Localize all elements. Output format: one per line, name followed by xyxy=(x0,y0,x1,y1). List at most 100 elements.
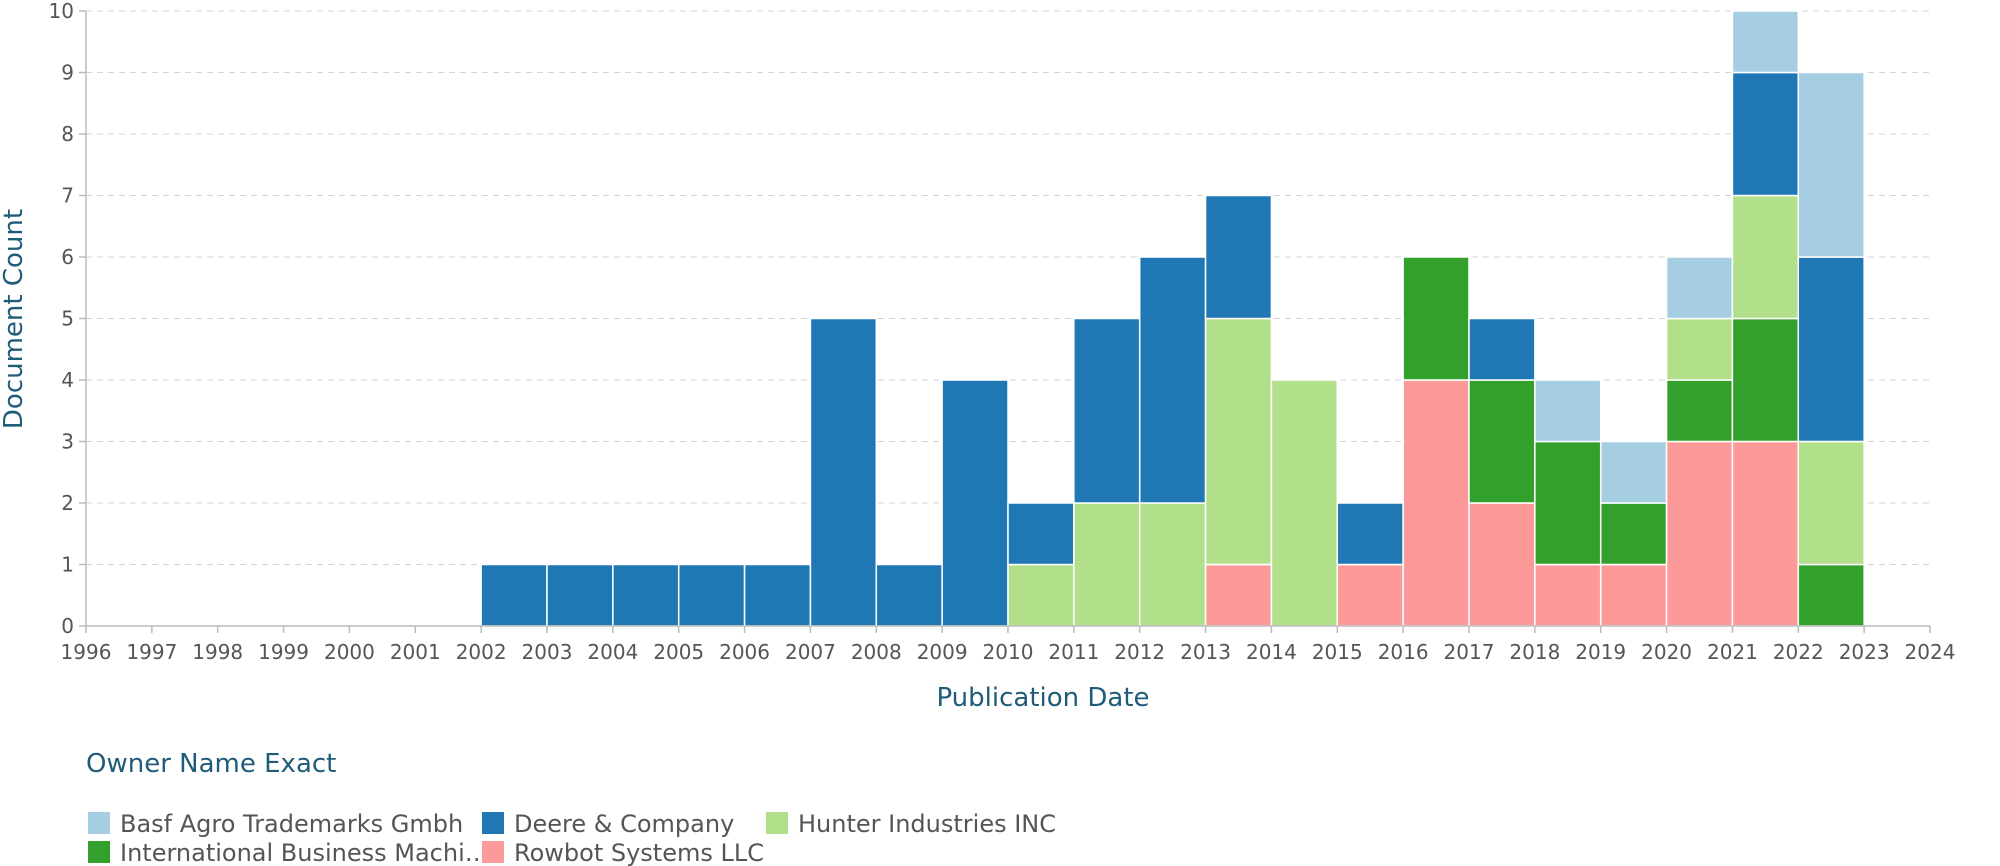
bar-2020-rowbot-systems-llc xyxy=(1667,442,1733,627)
legend-item: Deere & Company xyxy=(482,810,734,838)
bar-2015-deere-company xyxy=(1337,503,1403,565)
y-axis-title: Document Count xyxy=(0,209,29,429)
bar-2013-deere-company xyxy=(1206,196,1272,319)
bar-2020-basf-agro-trademarks-gmbh xyxy=(1667,257,1733,319)
legend-swatch xyxy=(482,841,504,863)
bar-2003-deere-company xyxy=(547,565,613,627)
x-tick-label: 2007 xyxy=(785,640,836,664)
legend: Basf Agro Trademarks Gmbh Deere & Company… xyxy=(88,810,1056,866)
x-tick-label: 2011 xyxy=(1048,640,1099,664)
bars xyxy=(481,11,1864,626)
bar-2021-basf-agro-trademarks-gmbh xyxy=(1732,11,1798,73)
bar-2022-deere-company xyxy=(1798,257,1864,442)
legend-swatch xyxy=(482,812,504,834)
x-tick-label: 2022 xyxy=(1773,640,1824,664)
bar-2007-deere-company xyxy=(810,319,876,627)
bar-2021-international-business-machi xyxy=(1732,319,1798,442)
bar-2014-hunter-industries-inc xyxy=(1271,380,1337,626)
y-tick-label: 1 xyxy=(61,553,74,577)
legend-label: International Business Machi… xyxy=(120,839,489,866)
bar-2019-international-business-machi xyxy=(1601,503,1667,565)
x-tick-label: 2015 xyxy=(1312,640,1363,664)
x-tick-label: 2002 xyxy=(456,640,507,664)
bar-2017-international-business-machi xyxy=(1469,380,1535,503)
x-tick-label: 2016 xyxy=(1378,640,1429,664)
bar-2012-deere-company xyxy=(1140,257,1206,503)
legend-item: Hunter Industries INC xyxy=(766,810,1056,838)
x-tick-label: 2005 xyxy=(653,640,704,664)
bar-2002-deere-company xyxy=(481,565,547,627)
legend-label: Hunter Industries INC xyxy=(798,810,1056,838)
x-tick-label: 2008 xyxy=(851,640,902,664)
bar-2009-deere-company xyxy=(942,380,1008,626)
bar-2018-international-business-machi xyxy=(1535,442,1601,565)
legend-label: Rowbot Systems LLC xyxy=(514,839,764,866)
bar-2011-hunter-industries-inc xyxy=(1074,503,1140,626)
x-tick-label: 2001 xyxy=(390,640,441,664)
bar-2021-deere-company xyxy=(1732,73,1798,196)
legend-swatch xyxy=(766,812,788,834)
x-tick-label: 2024 xyxy=(1905,640,1956,664)
bar-2008-deere-company xyxy=(876,565,942,627)
bar-2012-hunter-industries-inc xyxy=(1140,503,1206,626)
y-tick-label: 6 xyxy=(61,245,74,269)
legend-label: Deere & Company xyxy=(514,810,734,838)
x-tick-label: 2003 xyxy=(522,640,573,664)
x-tick-label: 2017 xyxy=(1444,640,1495,664)
x-tick-label: 2013 xyxy=(1180,640,1231,664)
bar-2018-rowbot-systems-llc xyxy=(1535,565,1601,627)
bar-2013-rowbot-systems-llc xyxy=(1206,565,1272,627)
x-axis-ticks: 1996199719981999200020012002200320042005… xyxy=(61,626,1956,664)
bar-2017-rowbot-systems-llc xyxy=(1469,503,1535,626)
y-axis-ticks: 012345678910 xyxy=(49,0,86,638)
legend-item: International Business Machi… xyxy=(88,839,489,866)
bar-2019-basf-agro-trademarks-gmbh xyxy=(1601,442,1667,504)
bar-2010-hunter-industries-inc xyxy=(1008,565,1074,627)
legend-item: Rowbot Systems LLC xyxy=(482,839,764,866)
bar-2020-hunter-industries-inc xyxy=(1667,319,1733,381)
bar-2011-deere-company xyxy=(1074,319,1140,504)
x-tick-label: 2000 xyxy=(324,640,375,664)
y-tick-label: 2 xyxy=(61,491,74,515)
x-tick-label: 2018 xyxy=(1509,640,1560,664)
bar-2021-rowbot-systems-llc xyxy=(1732,442,1798,627)
x-tick-label: 2009 xyxy=(917,640,968,664)
bar-2013-hunter-industries-inc xyxy=(1206,319,1272,565)
x-tick-label: 2023 xyxy=(1839,640,1890,664)
legend-swatch xyxy=(88,812,110,834)
y-tick-label: 4 xyxy=(61,368,74,392)
bar-2017-deere-company xyxy=(1469,319,1535,381)
bar-2022-hunter-industries-inc xyxy=(1798,442,1864,565)
x-tick-label: 1997 xyxy=(126,640,177,664)
y-tick-label: 3 xyxy=(61,430,74,454)
x-tick-label: 2012 xyxy=(1114,640,1165,664)
bar-2022-basf-agro-trademarks-gmbh xyxy=(1798,73,1864,258)
y-tick-label: 0 xyxy=(61,614,74,638)
bar-2010-deere-company xyxy=(1008,503,1074,565)
bar-2015-rowbot-systems-llc xyxy=(1337,565,1403,627)
y-tick-label: 9 xyxy=(61,61,74,85)
x-tick-label: 2020 xyxy=(1641,640,1692,664)
legend-title: Owner Name Exact xyxy=(86,749,336,779)
x-tick-label: 2010 xyxy=(983,640,1034,664)
x-tick-label: 2006 xyxy=(719,640,770,664)
bar-2004-deere-company xyxy=(613,565,679,627)
bar-2006-deere-company xyxy=(745,565,811,627)
bar-2005-deere-company xyxy=(679,565,745,627)
legend-item: Basf Agro Trademarks Gmbh xyxy=(88,810,463,838)
x-tick-label: 2004 xyxy=(587,640,638,664)
bar-2019-rowbot-systems-llc xyxy=(1601,565,1667,627)
bar-2020-international-business-machi xyxy=(1667,380,1733,442)
y-tick-label: 5 xyxy=(61,307,74,331)
bar-2021-hunter-industries-inc xyxy=(1732,196,1798,319)
bar-2018-basf-agro-trademarks-gmbh xyxy=(1535,380,1601,442)
legend-swatch xyxy=(88,841,110,863)
x-tick-label: 2019 xyxy=(1575,640,1626,664)
y-tick-label: 8 xyxy=(61,122,74,146)
x-tick-label: 2021 xyxy=(1707,640,1758,664)
bar-2016-international-business-machi xyxy=(1403,257,1469,380)
x-tick-label: 1996 xyxy=(61,640,112,664)
x-tick-label: 2014 xyxy=(1246,640,1297,664)
x-axis-title: Publication Date xyxy=(936,683,1149,713)
